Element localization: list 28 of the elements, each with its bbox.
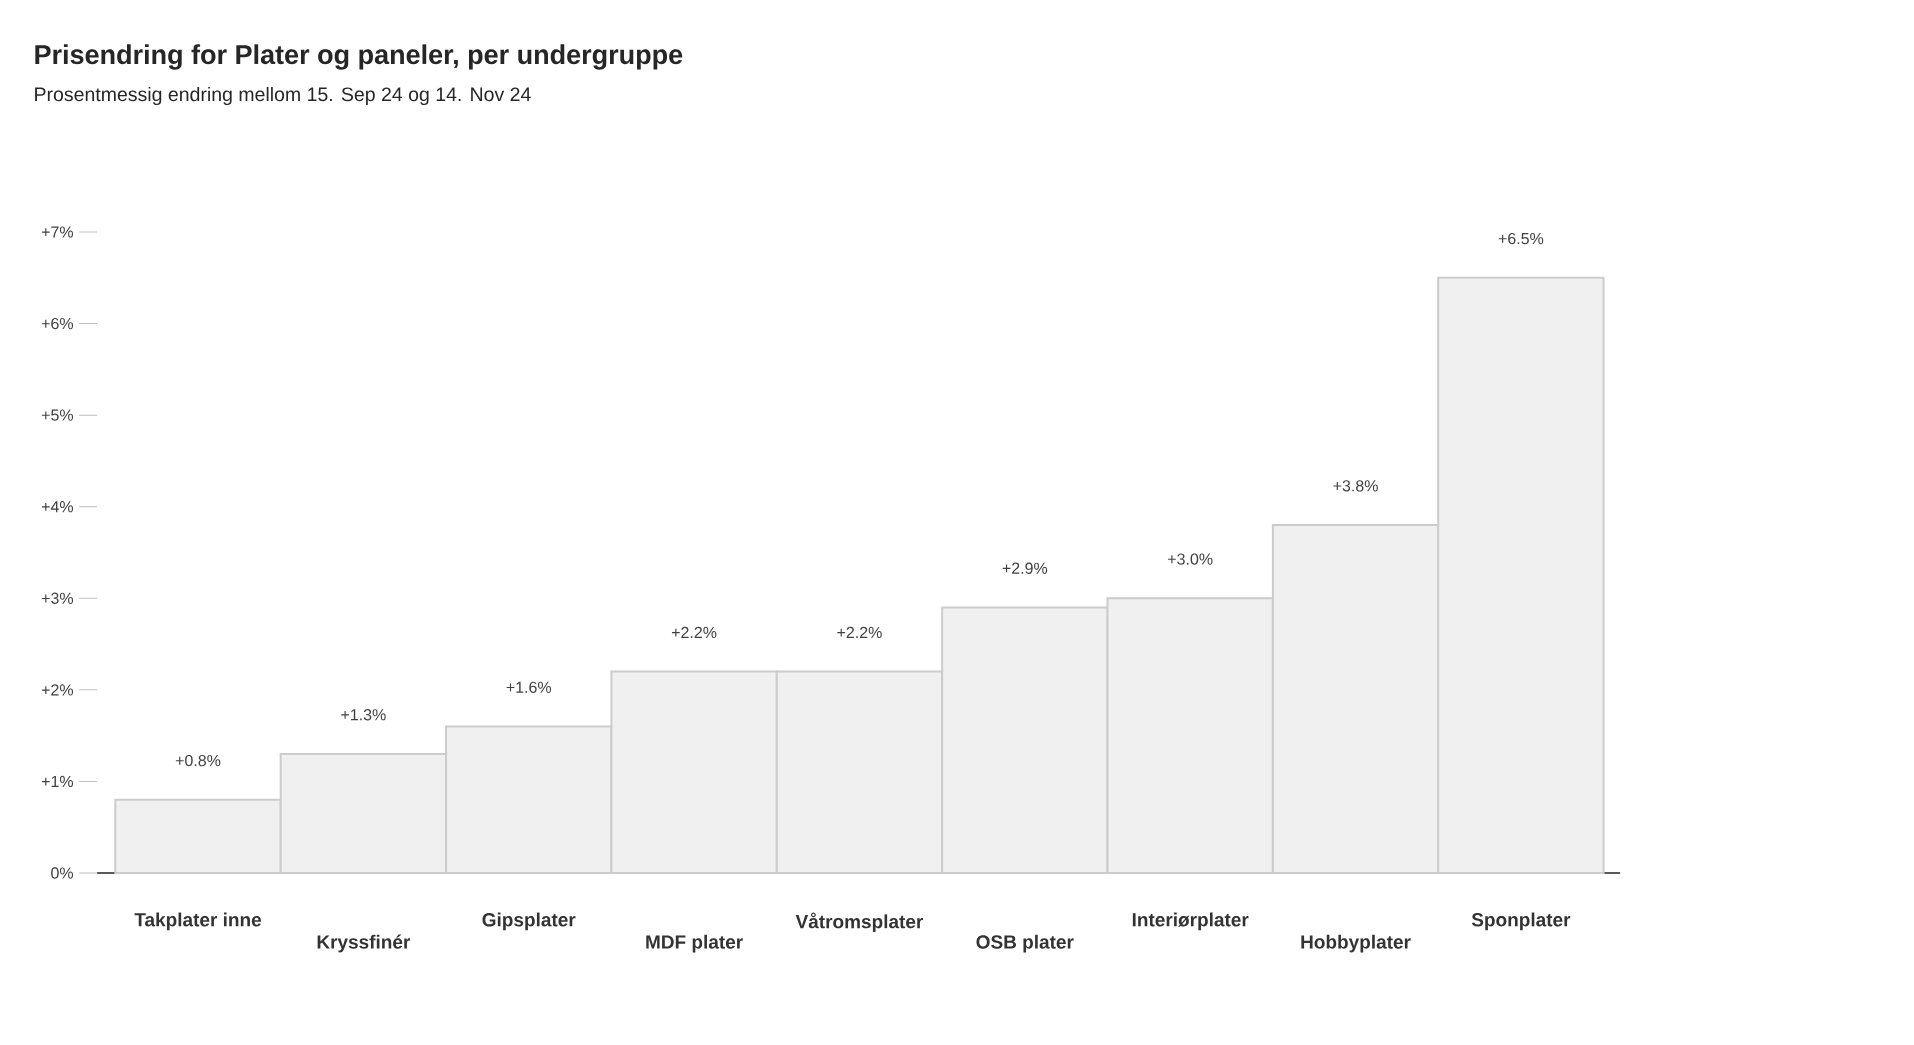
- chart-title: Prisendring for Plater og paneler, per undergruppe: [35, 44, 683, 70]
- x-tick-label: OSB plater: [976, 934, 1074, 953]
- y-tick-label: +4%: [41, 501, 74, 513]
- data-label: +1.3%: [341, 709, 386, 721]
- x-tick-label: Takplater inne: [134, 912, 262, 931]
- data-label: +2.2%: [837, 626, 882, 639]
- x-tick-label: Våtromsplater: [795, 912, 924, 933]
- data-label: +2.2%: [671, 626, 717, 639]
- data-label: +1.6%: [506, 681, 552, 693]
- y-tick-label: +6%: [41, 317, 74, 330]
- data-label: +3.8%: [1333, 480, 1378, 492]
- y-tick-label: +1%: [41, 775, 74, 788]
- y-tick-label: 0%: [51, 867, 74, 879]
- y-tick-label: +7%: [41, 226, 74, 238]
- y-tick-label: +2%: [41, 684, 74, 696]
- data-label: +3.0%: [1168, 553, 1213, 565]
- x-tick-label: Hobbyplater: [1301, 934, 1411, 953]
- y-tick-label: +5%: [41, 409, 74, 421]
- x-tick-label: Gipsplater: [482, 912, 576, 931]
- x-tick-label: Kryssfinér: [317, 934, 411, 953]
- data-label: +0.8%: [175, 754, 221, 767]
- data-label: +6.5%: [1498, 232, 1544, 245]
- x-tick-label: Interiørplater: [1132, 912, 1249, 931]
- x-tick-label: Sponplater: [1471, 912, 1571, 931]
- chart-subtitle: Prosentmessig endring mellom 15. Sep 24 og 14. Nov 24: [35, 86, 531, 106]
- data-label: +2.9%: [1002, 562, 1048, 574]
- y-tick-label: +3%: [41, 592, 74, 604]
- x-tick-label: MDF plater: [646, 934, 743, 953]
